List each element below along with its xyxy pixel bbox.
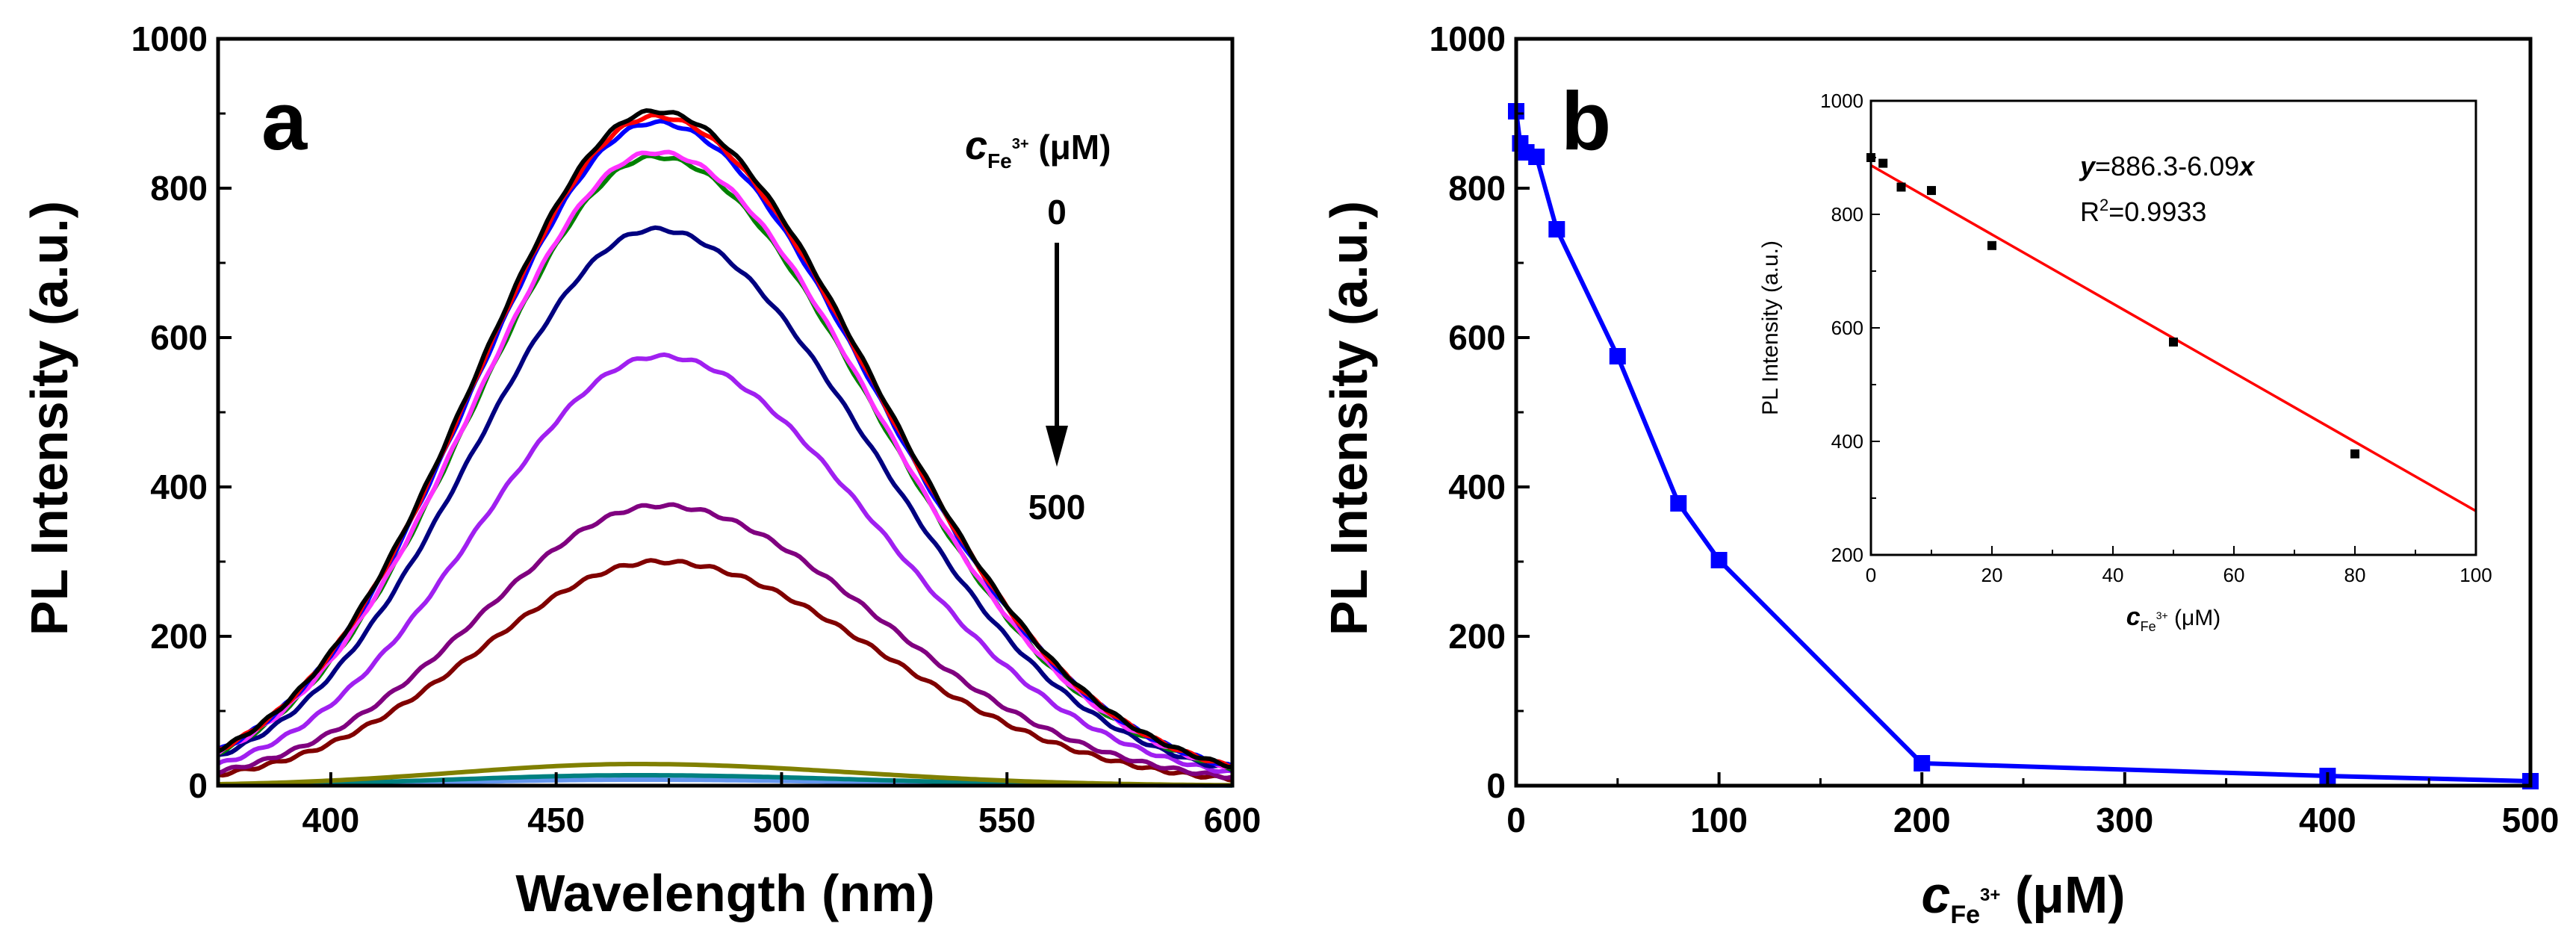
eq-body: =886.3-6.09 (2095, 151, 2239, 181)
x-tick-label: 0 (1506, 801, 1526, 839)
y-tick-label: 800 (1448, 169, 1506, 208)
inset-x-tick-label: 60 (2223, 564, 2245, 586)
y-tick-label: 200 (150, 617, 208, 656)
inset-data-point (1987, 240, 1996, 250)
y-axis-title: PL Intensity (a.u.) (20, 201, 78, 636)
y-tick-label: 400 (1448, 468, 1506, 506)
inset-y-tick-label: 800 (1831, 203, 1863, 226)
conc-unit: (μM) (1029, 128, 1111, 167)
inset-xlabel-superscript: 3+ (2156, 609, 2168, 621)
inset-y-tick-label: 200 (1831, 544, 1863, 566)
inset-x-tick-labels: 0 20 40 60 80 100 (1866, 546, 2492, 586)
y-tick-labels: 0 200 400 600 800 1000 (131, 19, 232, 805)
panel-label-b: b (1561, 75, 1611, 167)
y-tick-label: 200 (1448, 617, 1506, 656)
inset-data-point (2350, 449, 2359, 459)
spectrum-curve (217, 762, 1232, 788)
data-point (1670, 495, 1687, 512)
spectrum-curve (217, 502, 1233, 780)
panel-a-chart: 400 450 500 550 600 0 200 400 600 800 1000 a Wave… (20, 19, 1261, 922)
inset-y-axis-title: PL Intensity (a.u.) (1758, 240, 1783, 415)
arrow-head (1046, 426, 1068, 467)
spectrum-curve (217, 352, 1233, 774)
inset-x-tick-label: 0 (1866, 564, 1876, 586)
y-axis-title-b: PL Intensity (a.u.) (1320, 201, 1378, 636)
y-tick-label: 1000 (131, 19, 208, 58)
inset-data-point (1927, 186, 1936, 196)
xlabel-unit: (μM) (2000, 866, 2125, 924)
y-tick-label: 800 (150, 169, 208, 208)
xlabel-subscript: Fe (1950, 901, 1980, 929)
inset-x-tick-label: 40 (2102, 564, 2124, 586)
inset-y-tick-label: 1000 (1820, 90, 1863, 112)
inset-xlabel-unit: (μM) (2168, 606, 2221, 630)
y-tick-label: 0 (1486, 766, 1506, 805)
x-tick-label: 200 (1893, 801, 1951, 839)
xlabel-superscript: 3+ (1980, 885, 2000, 905)
inset-x-tick-label: 100 (2459, 564, 2492, 586)
eq-x: x (2238, 151, 2256, 181)
x-axis-title: Wavelength (nm) (515, 864, 934, 922)
inset-xlabel-symbol: c (2126, 603, 2141, 631)
arrow-start-label: 0 (1047, 193, 1067, 232)
concentration-legend-title: cFe3+ (μM) (965, 123, 1111, 173)
r2-value: =0.9933 (2108, 196, 2206, 227)
r-squared: R2=0.9933 (2080, 196, 2206, 227)
x-tick-label: 300 (2096, 801, 2153, 839)
inset-background (1871, 101, 2476, 555)
panel-label: a (261, 75, 308, 167)
inset-data-point (2169, 338, 2178, 347)
x-tick-label: 100 (1690, 801, 1748, 839)
spectrum-curve (217, 225, 1234, 773)
conc-symbol: c (965, 123, 987, 168)
data-point (1609, 348, 1626, 364)
xlabel-symbol: c (1921, 866, 1950, 924)
x-tick-label: 450 (527, 801, 585, 839)
fit-equation: y=886.3-6.09x (2079, 151, 2256, 181)
inset-y-tick-labels: 200 400 600 800 1000 (1820, 90, 1880, 566)
spectrum-curve (217, 558, 1233, 783)
inset-x-tick-label: 20 (1981, 564, 2003, 586)
data-point (1914, 755, 1931, 771)
x-tick-labels-b: 0 100 200 300 400 500 (1506, 772, 2559, 839)
y-tick-label: 1000 (1430, 19, 1506, 58)
x-tick-label: 500 (753, 801, 810, 839)
inset-x-axis-title: cFe3+ (μM) (2126, 603, 2221, 634)
r2-base: R (2080, 196, 2099, 227)
y-tick-label: 600 (1448, 318, 1506, 357)
eq-y: y (2079, 151, 2097, 181)
spectrum-curve (217, 153, 1233, 771)
y-tick-label: 400 (150, 468, 208, 506)
x-tick-label: 400 (2299, 801, 2356, 839)
inset-data-point (1878, 158, 1888, 168)
spectra-curves (217, 108, 1234, 788)
y-tick-label: 600 (150, 318, 208, 357)
inset-y-tick-label: 600 (1831, 317, 1863, 339)
spectrum-curve (217, 108, 1233, 770)
inset-xlabel-subscript: Fe (2141, 619, 2156, 634)
x-axis-title-b: cFe3+ (μM) (1921, 866, 2125, 929)
conc-subscript: Fe (987, 149, 1012, 173)
x-tick-label: 400 (302, 801, 360, 839)
x-tick-label: 500 (2502, 801, 2560, 839)
data-point (1548, 221, 1565, 237)
data-point (1710, 552, 1728, 568)
inset-y-tick-label: 400 (1831, 430, 1863, 453)
x-tick-label: 600 (1204, 801, 1261, 839)
arrow-end-label: 500 (1028, 488, 1086, 527)
x-tick-label: 550 (978, 801, 1036, 839)
r2-sup: 2 (2099, 196, 2108, 214)
spectrum-curve (217, 149, 1233, 769)
inset-chart: 0 20 40 60 80 100 200 400 600 800 1000 PL Intensi… (1758, 90, 2492, 634)
data-point (1528, 149, 1545, 165)
inset-data-point (1896, 182, 1906, 192)
conc-superscript: 3+ (1012, 136, 1029, 152)
y-tick-label: 0 (188, 766, 208, 805)
y-tick-labels-b: 0 200 400 600 800 1000 (1430, 19, 1530, 805)
inset-x-tick-label: 80 (2344, 564, 2366, 586)
x-tick-labels: 400 450 500 550 600 (302, 772, 1261, 839)
